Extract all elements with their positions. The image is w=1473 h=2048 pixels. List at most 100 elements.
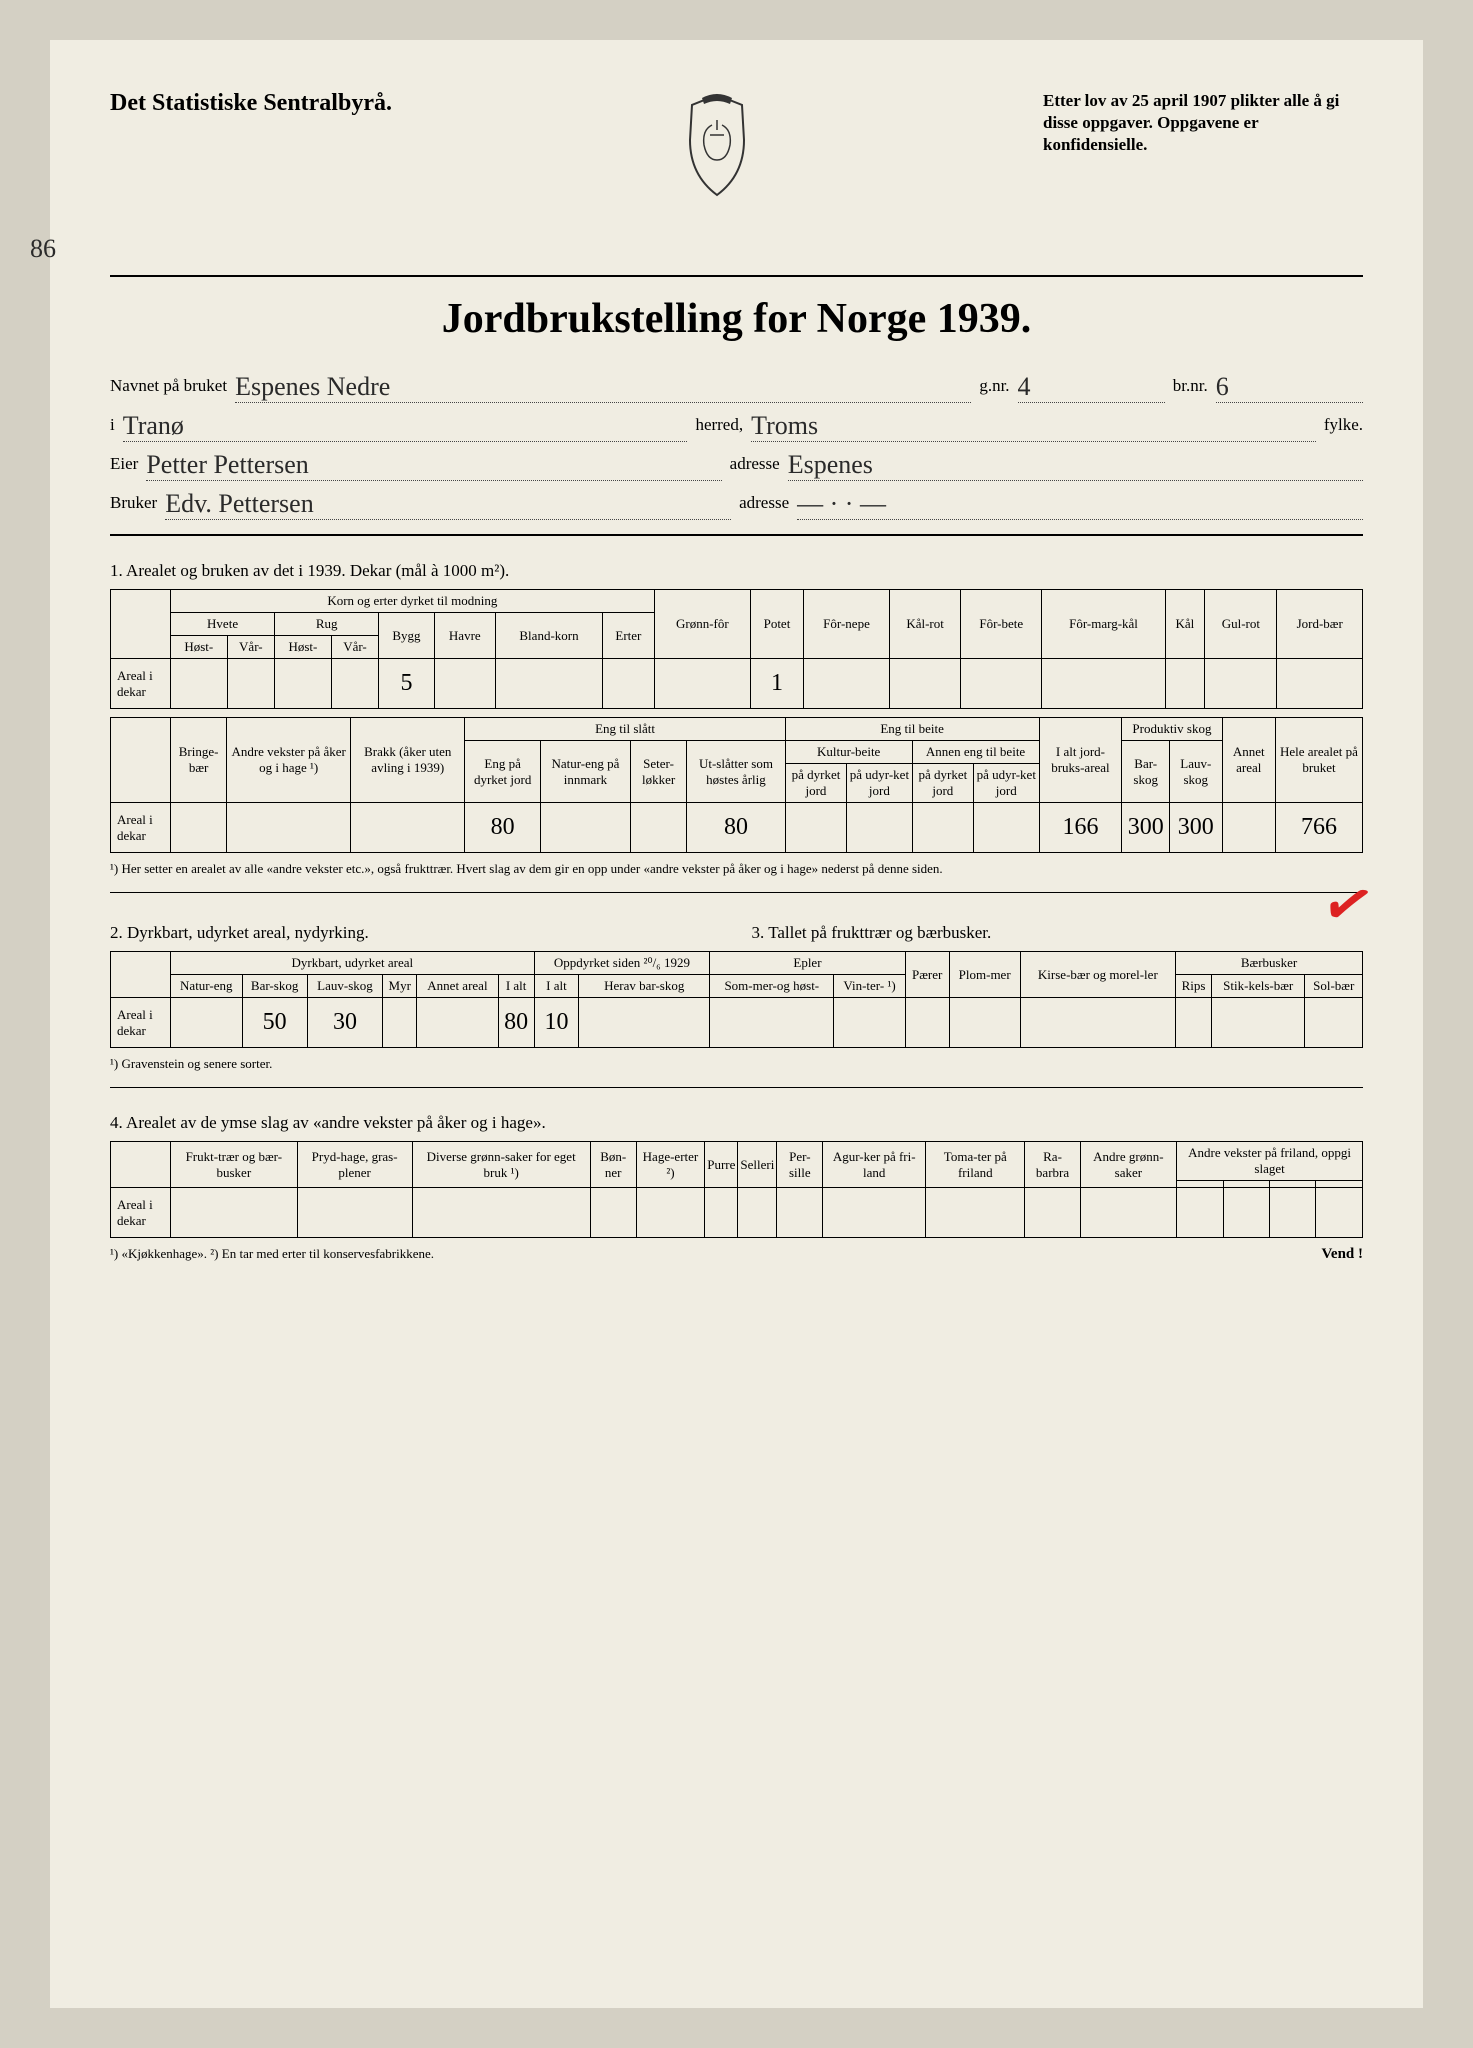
cell-barskog2: 50: [242, 998, 307, 1048]
cell-lauvskog: 300: [1170, 803, 1222, 853]
herred-label: herred,: [695, 415, 743, 435]
th-fornepe: Fôr-nepe: [803, 590, 889, 659]
th-oppdyrket: Oppdyrket siden ²⁰/₆ 1929: [534, 952, 710, 975]
row4-label: Areal i dekar: [111, 1188, 171, 1238]
th-padyrket1: på dyrket jord: [785, 764, 846, 803]
th-tomater: Toma-ter på friland: [926, 1142, 1025, 1188]
cell-bygg: 5: [379, 659, 434, 709]
th-gulrot: Gul-rot: [1205, 590, 1277, 659]
th-utslatter: Ut-slåtter som høstes årlig: [687, 741, 786, 803]
header-row: Det Statistiske Sentralbyrå. Etter lov a…: [110, 90, 1363, 200]
eier-addr-label: adresse: [730, 454, 780, 474]
th-ialtjord: I alt jord-bruks-areal: [1039, 718, 1122, 803]
th-var2: Vår-: [331, 636, 379, 659]
th-andrefriland: Andre vekster på friland, oppgi slaget: [1177, 1142, 1363, 1181]
cell-engdyrket: 80: [465, 803, 541, 853]
cell-lauvskog2: 30: [307, 998, 382, 1048]
th-barskog2: Bar-skog: [242, 975, 307, 998]
th-epler: Epler: [710, 952, 905, 975]
herred-value: Tranø: [123, 411, 688, 442]
th-natureng: Natur-eng på innmark: [540, 741, 630, 803]
th-host2: Høst-: [275, 636, 332, 659]
th-kalrot: Kål-rot: [890, 590, 961, 659]
table1b: Bringe-bær Andre vekster på åker og i ha…: [110, 717, 1363, 853]
coat-of-arms: [672, 90, 762, 200]
th-plommer: Plom-mer: [949, 952, 1020, 998]
th-gronnfor: Grønn-fôr: [654, 590, 750, 659]
eier-value: Petter Pettersen: [146, 450, 721, 481]
th-annenbeite: Annen eng til beite: [912, 741, 1039, 764]
th-heleareal: Hele arealet på bruket: [1275, 718, 1362, 803]
th-erter: Erter: [603, 613, 655, 659]
th-frukttraer: Frukt-trær og bær-busker: [171, 1142, 298, 1188]
cell-utslatter: 80: [687, 803, 786, 853]
th-kal: Kål: [1165, 590, 1205, 659]
cell-potet: 1: [751, 659, 804, 709]
legal-text: Etter lov av 25 april 1907 plikter alle …: [1043, 90, 1363, 156]
th-baerbusker: Bærbusker: [1176, 952, 1363, 975]
th-annet2: Annet areal: [417, 975, 498, 998]
th-kulturbeite: Kultur-beite: [785, 741, 912, 764]
section1-footnote: ¹) Her setter en arealet av alle «andre …: [110, 861, 1363, 877]
th-host1: Høst-: [171, 636, 228, 659]
th-lauvskog: Lauv-skog: [1170, 741, 1222, 803]
bruker-addr-label: adresse: [739, 493, 789, 513]
th-persille: Per-sille: [777, 1142, 823, 1188]
form-fields: Navnet på bruket Espenes Nedre g.nr. 4 b…: [110, 368, 1363, 536]
th-engbeite: Eng til beite: [785, 718, 1039, 741]
th-barskog: Bar-skog: [1122, 741, 1170, 803]
row2-label: Areal i dekar: [111, 803, 171, 853]
eier-addr-value: Espenes: [788, 450, 1363, 481]
th-rabarbra: Ra-barbra: [1025, 1142, 1080, 1188]
bruker-addr-value: — · · —: [797, 489, 1363, 520]
row1-label: Areal i dekar: [111, 659, 171, 709]
bruker-label: Bruker: [110, 493, 157, 513]
bruker-value: Edv. Pettersen: [165, 489, 731, 520]
th-paudyrket2: på udyr-ket jord: [974, 764, 1039, 803]
cell-hele: 766: [1275, 803, 1362, 853]
th-paudyrket1: på udyr-ket jord: [847, 764, 912, 803]
table2: Dyrkbart, udyrket areal Oppdyrket siden …: [110, 951, 1363, 1048]
main-title: Jordbrukstelling for Norge 1939.: [110, 275, 1363, 343]
section2-title: 2. Dyrkbart, udyrket areal, nydyrking.: [110, 923, 722, 943]
fylke-value: Troms: [751, 411, 1316, 442]
th-bonner: Bøn-ner: [590, 1142, 636, 1188]
navnet-value: Espenes Nedre: [235, 372, 971, 403]
th-kirsebaer: Kirse-bær og morel-ler: [1020, 952, 1175, 998]
brnr-value: 6: [1216, 372, 1363, 403]
page-number: 86: [30, 234, 1283, 264]
th-andre: Andre vekster på åker og i hage ¹): [227, 718, 351, 803]
document-paper: Det Statistiske Sentralbyrå. Etter lov a…: [50, 40, 1423, 2008]
cell-barskog: 300: [1122, 803, 1170, 853]
cell-ialt2: 80: [498, 998, 534, 1048]
th-hvete: Hvete: [171, 613, 275, 636]
th-natureng2: Natur-eng: [171, 975, 243, 998]
th-andregronn: Andre grønn-saker: [1080, 1142, 1177, 1188]
gnr-value: 4: [1018, 372, 1165, 403]
th-prydhage: Pryd-hage, gras-plener: [297, 1142, 412, 1188]
th-forbete: Fôr-bete: [961, 590, 1042, 659]
th-rips: Rips: [1176, 975, 1212, 998]
section2-footnote: ¹) Gravenstein og senere sorter.: [110, 1056, 1363, 1072]
th-engslatt: Eng til slått: [465, 718, 785, 741]
th-formargkal: Fôr-marg-kål: [1042, 590, 1165, 659]
th-stikkels: Stik-kels-bær: [1211, 975, 1304, 998]
th-ialt3: I alt: [534, 975, 579, 998]
vend-text: Vend !: [1321, 1246, 1363, 1277]
th-agurker: Agur-ker på fri-land: [823, 1142, 926, 1188]
th-paerer: Pærer: [905, 952, 949, 998]
row3-label: Areal i dekar: [111, 998, 171, 1048]
th-lauvskog2: Lauv-skog: [307, 975, 382, 998]
th-bringebaer: Bringe-bær: [171, 718, 227, 803]
th-padyrket2: på dyrket jord: [912, 764, 973, 803]
th-engdyrket: Eng på dyrket jord: [465, 741, 541, 803]
th-sommer: Som-mer-og høst-: [710, 975, 834, 998]
navnet-label: Navnet på bruket: [110, 376, 227, 396]
fylke-label: fylke.: [1324, 415, 1363, 435]
th-blandkorn: Bland-korn: [495, 613, 602, 659]
brnr-label: br.nr.: [1173, 376, 1208, 396]
eier-label: Eier: [110, 454, 138, 474]
gnr-label: g.nr.: [979, 376, 1009, 396]
org-name: Det Statistiske Sentralbyrå.: [110, 90, 392, 117]
th-solbaer: Sol-bær: [1305, 975, 1363, 998]
